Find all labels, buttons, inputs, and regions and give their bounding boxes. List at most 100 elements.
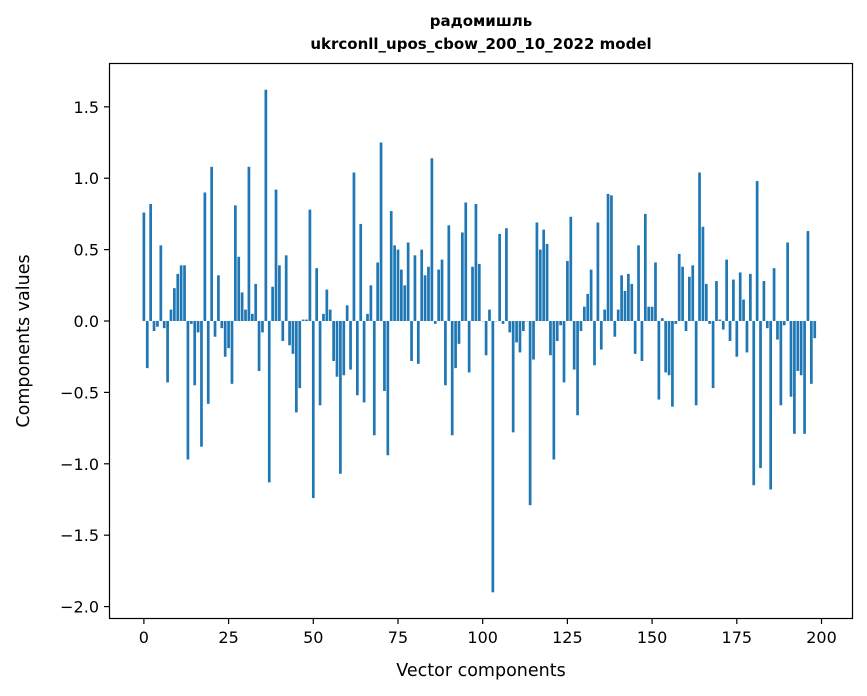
bar-197 — [809, 321, 813, 384]
bar-94 — [461, 232, 464, 322]
bar-194 — [799, 321, 803, 376]
bar-72 — [386, 321, 390, 456]
bar-195 — [803, 321, 806, 434]
bar-73 — [389, 211, 393, 322]
bar-153 — [660, 318, 664, 322]
bar-0 — [142, 212, 146, 322]
bar-166 — [704, 283, 708, 322]
bar-174 — [732, 279, 735, 322]
bar-185 — [769, 321, 773, 490]
bar-64 — [359, 223, 363, 322]
x-axis: 0 25 50 75 100 125 150 175 200 — [139, 618, 837, 647]
bar-170 — [718, 319, 722, 322]
bar-44 — [291, 321, 295, 354]
bar-19 — [206, 321, 210, 404]
bar-105 — [498, 233, 501, 322]
bar-123 — [559, 321, 562, 326]
bar-1 — [145, 321, 149, 369]
bar-98 — [474, 203, 478, 322]
y-axis-label: Components values — [14, 254, 34, 427]
bar-91 — [450, 321, 454, 436]
bar-182 — [759, 321, 762, 469]
chart-subtitle: ukrconll_upos_cbow_200_10_2022 model — [310, 35, 652, 53]
bar-62 — [352, 172, 356, 322]
bar-68 — [372, 321, 376, 436]
bar-5 — [159, 245, 163, 322]
bar-146 — [637, 245, 640, 322]
bar-137 — [606, 193, 610, 322]
bar-164 — [698, 172, 701, 322]
bar-77 — [403, 285, 407, 322]
bar-143 — [627, 273, 630, 322]
bar-162 — [691, 265, 695, 322]
bar-48 — [305, 319, 308, 322]
bar-88 — [440, 259, 444, 322]
bar-112 — [522, 321, 525, 331]
bar-121 — [552, 321, 556, 460]
bar-150 — [650, 306, 654, 322]
bar-158 — [677, 253, 681, 322]
bar-173 — [728, 321, 732, 341]
bar-85 — [430, 158, 434, 322]
bar-40 — [278, 265, 281, 322]
bar-148 — [643, 213, 647, 322]
bar-132 — [589, 269, 593, 322]
bar-190 — [786, 242, 789, 322]
bar-34 — [257, 321, 261, 371]
bar-79 — [410, 321, 413, 361]
bar-43 — [288, 321, 291, 346]
bar-155 — [667, 321, 671, 376]
y-tick-label: 1.5 — [74, 98, 99, 117]
bar-99 — [477, 263, 481, 322]
x-axis-label: Vector components — [396, 661, 565, 681]
bar-129 — [579, 321, 583, 331]
bar-27 — [234, 205, 237, 322]
bar-163 — [694, 321, 698, 406]
bar-102 — [488, 309, 491, 322]
bar-188 — [779, 321, 783, 406]
bar-78 — [406, 242, 410, 322]
bar-134 — [596, 222, 600, 322]
bar-11 — [179, 265, 183, 322]
bar-10 — [176, 273, 180, 322]
bar-84 — [427, 266, 430, 322]
bar-90 — [447, 225, 451, 322]
bar-181 — [755, 181, 759, 322]
bar-82 — [420, 249, 424, 322]
bar-125 — [566, 261, 569, 322]
y-tick-label: −0.5 — [60, 383, 99, 402]
x-tick-label: 100 — [467, 628, 498, 647]
bar-75 — [396, 249, 400, 322]
bar-57 — [335, 321, 339, 377]
bar-187 — [776, 321, 779, 340]
bar-71 — [383, 321, 386, 391]
bar-169 — [715, 281, 718, 322]
bar-142 — [623, 291, 627, 322]
bar-95 — [464, 202, 468, 322]
bar-176 — [738, 272, 742, 322]
bar-192 — [793, 321, 796, 434]
bar-32 — [250, 313, 254, 322]
bar-178 — [745, 321, 749, 353]
bar-15 — [193, 321, 197, 386]
bar-160 — [684, 321, 688, 331]
bar-61 — [349, 321, 352, 370]
bar-6 — [162, 321, 166, 329]
bar-152 — [657, 321, 661, 400]
bar-series — [142, 89, 817, 593]
bar-7 — [166, 321, 169, 383]
bar-116 — [535, 222, 539, 322]
bar-141 — [620, 275, 623, 322]
bar-76 — [400, 269, 403, 322]
bar-161 — [688, 276, 691, 322]
bar-54 — [325, 289, 329, 322]
bar-13 — [186, 321, 190, 460]
y-tick-label: −1.0 — [60, 455, 99, 474]
bar-22 — [217, 275, 220, 322]
bar-186 — [772, 268, 776, 322]
bar-128 — [576, 321, 579, 416]
bar-115 — [532, 321, 535, 360]
bar-154 — [664, 321, 668, 373]
bar-86 — [433, 321, 437, 324]
